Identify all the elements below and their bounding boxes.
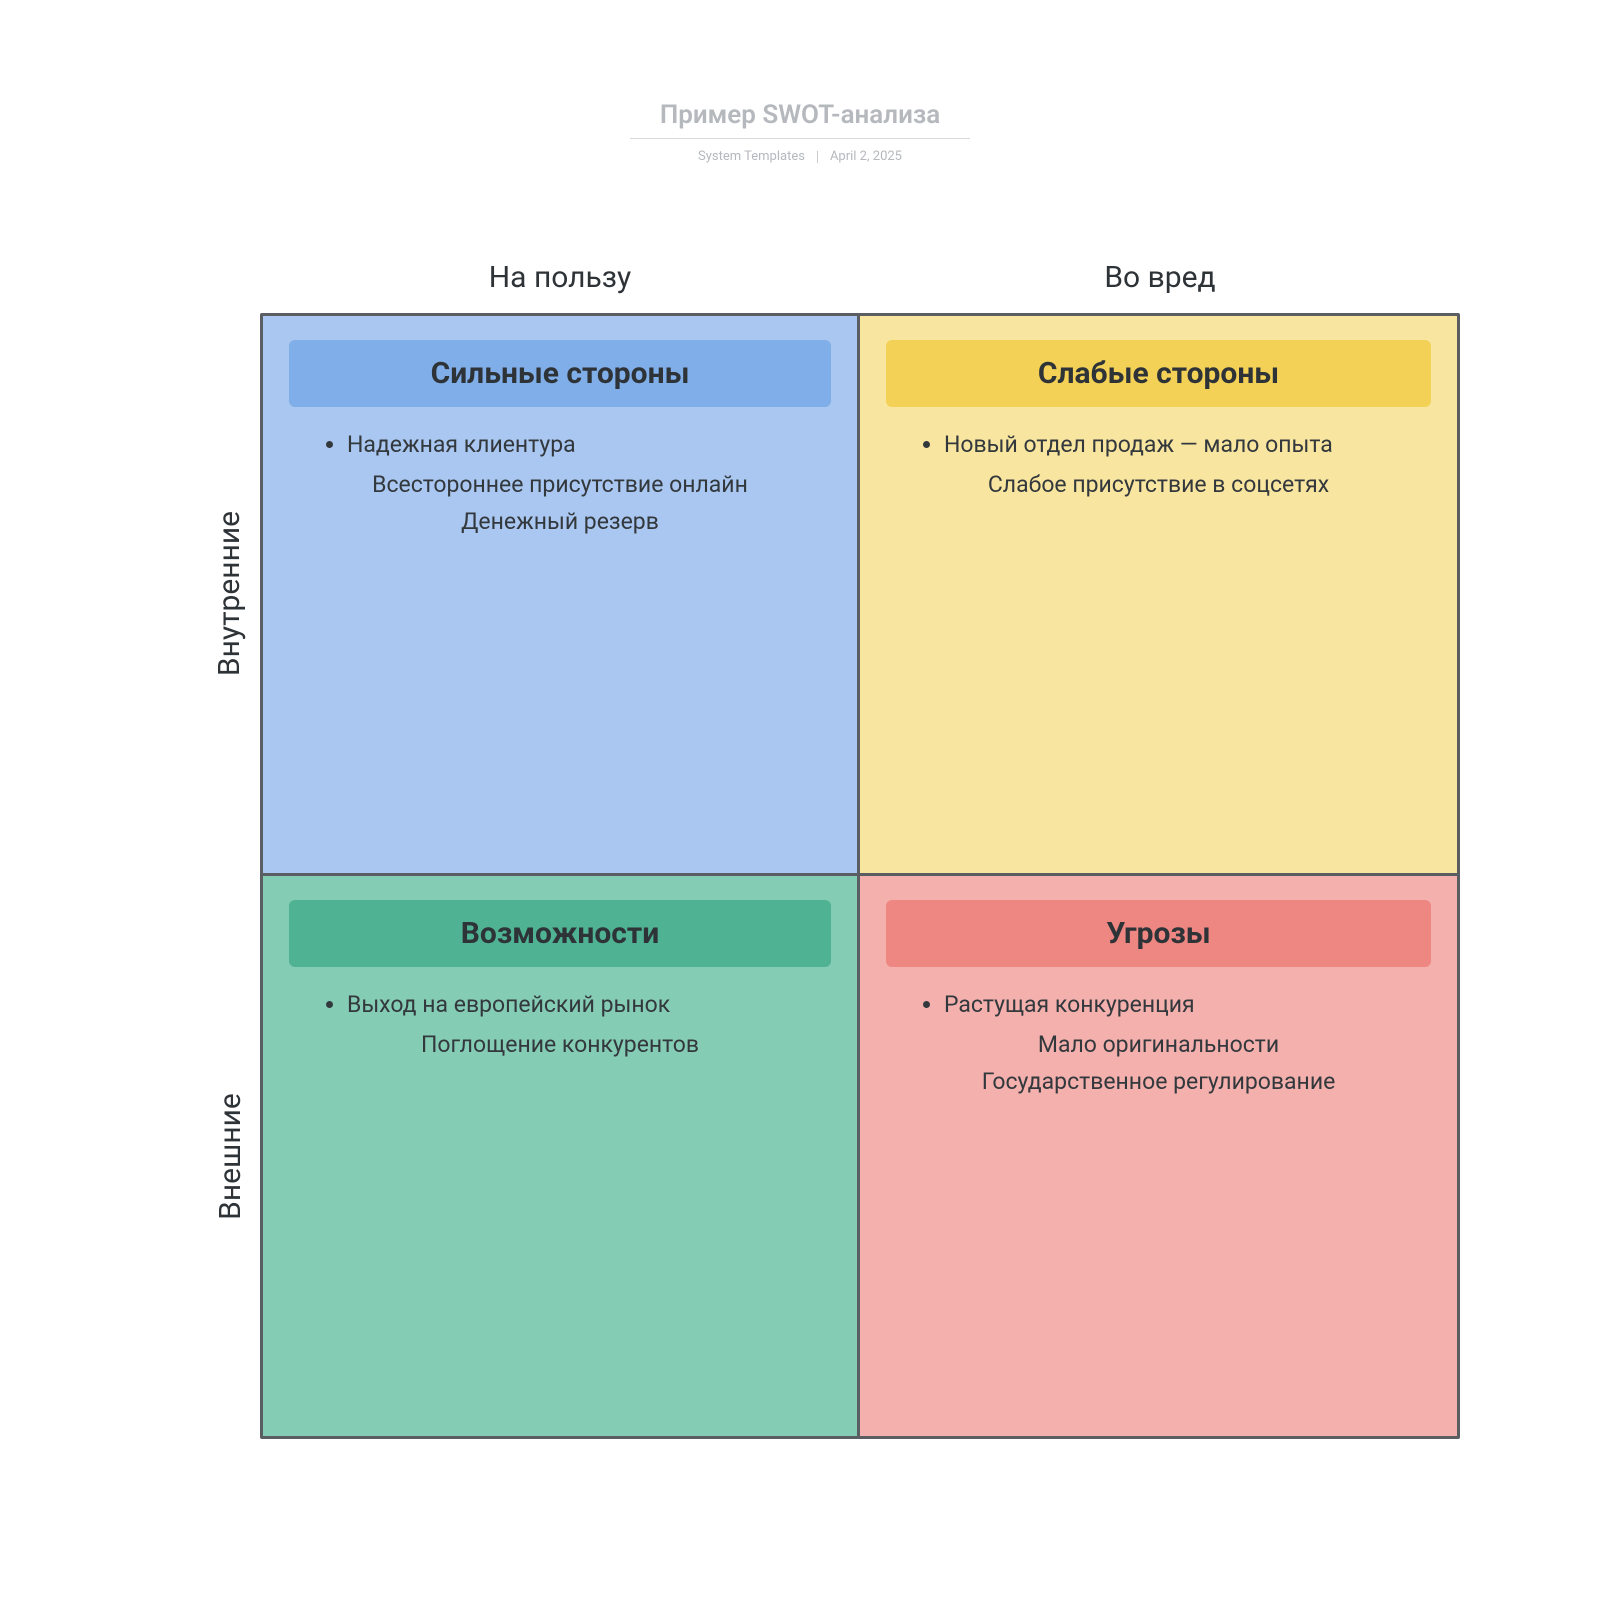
col-header-harmful: Во вред: [860, 260, 1460, 313]
swot-quadrant-threats: Угрозы Растущая конкуренция Мало оригиналь…: [860, 876, 1457, 1436]
quadrant-line: Мало оригинальности: [916, 1027, 1401, 1063]
quadrant-bullets: Растущая конкуренция: [916, 987, 1401, 1023]
quadrant-body-weaknesses: Новый отдел продаж — мало опыта Слабое пр…: [886, 427, 1431, 502]
col-header-helpful: На пользу: [260, 260, 860, 313]
document-title: Пример SWOT-анализа: [630, 100, 970, 139]
quadrant-line: Государственное регулирование: [916, 1064, 1401, 1100]
list-item: Выход на европейский рынок: [347, 987, 801, 1023]
row-header-internal: Внутренние: [213, 510, 248, 675]
quadrant-body-threats: Растущая конкуренция Мало оригинальностиГ…: [886, 987, 1431, 1100]
swot-quadrant-weaknesses: Слабые стороны Новый отдел продаж — мало …: [860, 316, 1457, 876]
list-item: Растущая конкуренция: [944, 987, 1401, 1023]
quadrant-line: Поглощение конкурентов: [319, 1027, 801, 1063]
swot-quadrant-strengths: Сильные стороны Надежная клиентура Всестор…: [263, 316, 860, 876]
quadrant-line: Слабое присутствие в соцсетях: [916, 467, 1401, 503]
quadrant-bullets: Надежная клиентура: [319, 427, 801, 463]
swot-grid: Сильные стороны Надежная клиентура Всестор…: [260, 313, 1460, 1439]
document-date: April 2, 2025: [830, 149, 902, 164]
quadrant-bullets: Новый отдел продаж — мало опыта: [916, 427, 1401, 463]
quadrant-body-strengths: Надежная клиентура Всестороннее присутств…: [289, 427, 831, 540]
document-header: Пример SWOT-анализа System Templates Apr…: [0, 100, 1600, 164]
row-header-external: Внешние: [213, 1093, 248, 1220]
separator-icon: [817, 151, 818, 163]
page: Пример SWOT-анализа System Templates Apr…: [0, 0, 1600, 1600]
quadrant-title-opportunities: Возможности: [289, 900, 831, 967]
quadrant-title-strengths: Сильные стороны: [289, 340, 831, 407]
document-source: System Templates: [698, 149, 805, 164]
quadrant-line: Денежный резерв: [319, 504, 801, 540]
quadrant-body-opportunities: Выход на европейский рынок Поглощение кон…: [289, 987, 831, 1062]
quadrant-bullets: Выход на европейский рынок: [319, 987, 801, 1023]
list-item: Новый отдел продаж — мало опыта: [944, 427, 1401, 463]
row-labels: Внутренние Внешние: [200, 313, 260, 1439]
matrix-body: Внутренние Внешние Сильные стороны Надежн…: [200, 313, 1460, 1439]
list-item: Надежная клиентура: [347, 427, 801, 463]
quadrant-title-weaknesses: Слабые стороны: [886, 340, 1431, 407]
quadrant-line: Всестороннее присутствие онлайн: [319, 467, 801, 503]
document-subtitle: System Templates April 2, 2025: [0, 149, 1600, 164]
swot-quadrant-opportunities: Возможности Выход на европейский рынок Пог…: [263, 876, 860, 1436]
swot-matrix: На пользу Во вред Внутренние Внешние Сил…: [200, 260, 1460, 1439]
column-headers: На пользу Во вред: [260, 260, 1460, 313]
quadrant-title-threats: Угрозы: [886, 900, 1431, 967]
